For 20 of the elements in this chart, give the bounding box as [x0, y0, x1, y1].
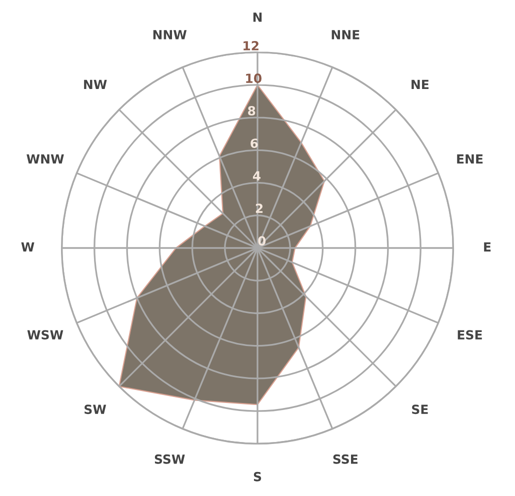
spoke-label: NE — [412, 80, 429, 90]
spoke-label: N — [253, 12, 262, 22]
spoke-label: ESE — [458, 330, 482, 340]
y-tick-label: 10 — [246, 74, 262, 83]
y-tick-label: 12 — [244, 41, 258, 50]
spoke-label: SSE — [333, 454, 358, 464]
y-tick-label: 0 — [258, 236, 266, 246]
spoke-label: WSW — [27, 330, 64, 340]
spoke-label: S — [254, 472, 262, 482]
spoke-label: SW — [84, 404, 106, 414]
spoke-label: WNW — [26, 154, 64, 164]
spoke-label: W — [21, 242, 34, 252]
spoke-label: NNE — [332, 30, 360, 40]
spoke-label: ENE — [457, 154, 483, 164]
spoke-label: SSW — [154, 454, 185, 464]
spoke-label: E — [484, 242, 491, 252]
spoke-label: NNW — [153, 30, 187, 40]
spoke-label: NW — [84, 80, 107, 90]
y-tick-label: 8 — [248, 106, 256, 116]
spoke-label: SE — [412, 404, 428, 414]
